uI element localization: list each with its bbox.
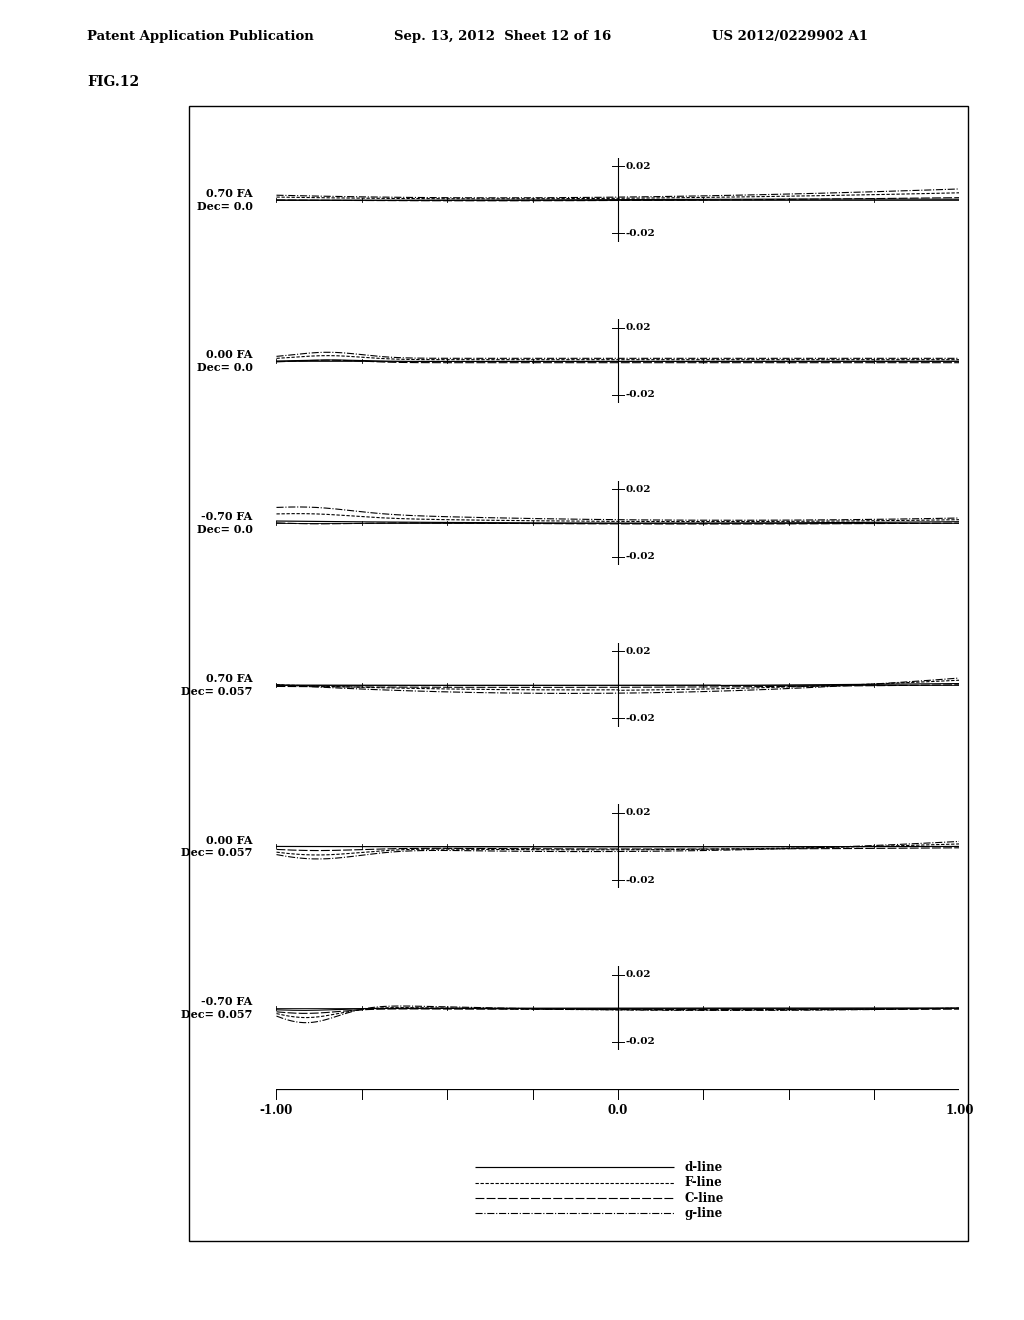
Text: 0.70 FA
Dec= 0.0: 0.70 FA Dec= 0.0 bbox=[197, 187, 253, 211]
Text: -0.02: -0.02 bbox=[626, 714, 655, 723]
Text: -0.02: -0.02 bbox=[626, 1038, 655, 1047]
Text: Patent Application Publication: Patent Application Publication bbox=[87, 30, 313, 44]
Text: -0.70 FA
Dec= 0.057: -0.70 FA Dec= 0.057 bbox=[181, 997, 253, 1020]
Text: 0.02: 0.02 bbox=[626, 808, 651, 817]
Text: FIG.12: FIG.12 bbox=[87, 75, 139, 90]
Text: F-line: F-line bbox=[684, 1176, 722, 1189]
Text: 0.02: 0.02 bbox=[626, 161, 651, 170]
Text: 0.02: 0.02 bbox=[626, 647, 651, 656]
Text: 0.00 FA
Dec= 0.057: 0.00 FA Dec= 0.057 bbox=[181, 834, 253, 858]
Text: 0.02: 0.02 bbox=[626, 484, 651, 494]
Text: -0.02: -0.02 bbox=[626, 391, 655, 400]
Text: 0.0: 0.0 bbox=[608, 1105, 628, 1118]
Text: -0.02: -0.02 bbox=[626, 552, 655, 561]
Text: -0.02: -0.02 bbox=[626, 875, 655, 884]
Text: Sep. 13, 2012  Sheet 12 of 16: Sep. 13, 2012 Sheet 12 of 16 bbox=[394, 30, 611, 44]
Text: -1.00: -1.00 bbox=[260, 1105, 293, 1118]
Text: US 2012/0229902 A1: US 2012/0229902 A1 bbox=[712, 30, 867, 44]
Text: -0.02: -0.02 bbox=[626, 228, 655, 238]
Text: 1.00: 1.00 bbox=[945, 1105, 974, 1118]
Text: g-line: g-line bbox=[684, 1206, 723, 1220]
Text: 0.02: 0.02 bbox=[626, 323, 651, 333]
Text: 0.00 FA
Dec= 0.0: 0.00 FA Dec= 0.0 bbox=[197, 350, 253, 374]
Text: 0.02: 0.02 bbox=[626, 970, 651, 979]
Text: d-line: d-line bbox=[684, 1162, 723, 1173]
Text: 0.70 FA
Dec= 0.057: 0.70 FA Dec= 0.057 bbox=[181, 673, 253, 697]
Text: -0.70 FA
Dec= 0.0: -0.70 FA Dec= 0.0 bbox=[197, 511, 253, 535]
Text: C-line: C-line bbox=[684, 1192, 724, 1205]
